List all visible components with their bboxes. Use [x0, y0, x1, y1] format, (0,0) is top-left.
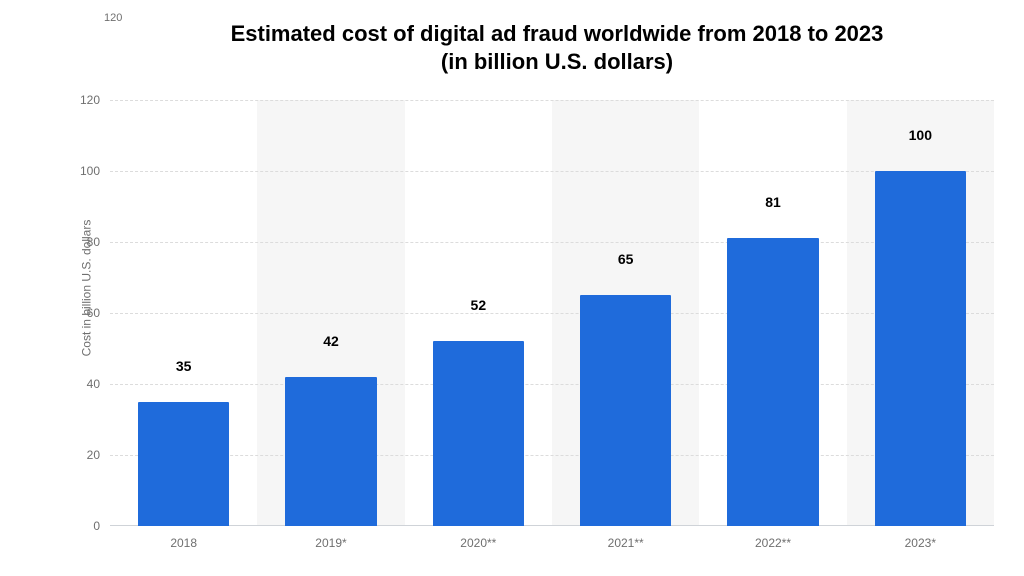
bar	[285, 377, 376, 526]
bar	[580, 295, 671, 526]
chart-title-line-0: Estimated cost of digital ad fraud world…	[130, 20, 984, 48]
y-tick-label: 120	[60, 93, 100, 107]
bar-value-label: 35	[110, 358, 257, 380]
chart-title-line-1: (in billion U.S. dollars)	[130, 48, 984, 76]
bar-slot: 812022**	[699, 100, 846, 526]
x-tick-label: 2022**	[699, 526, 846, 550]
y-tick-label: 0	[60, 519, 100, 533]
x-tick-label: 2023*	[847, 526, 994, 550]
bar	[138, 402, 229, 526]
bar-slot: 522020**	[405, 100, 552, 526]
bar-slot: 352018	[110, 100, 257, 526]
x-tick-label: 2020**	[405, 526, 552, 550]
bar-value-label: 81	[699, 194, 846, 216]
x-tick-label: 2019*	[257, 526, 404, 550]
x-tick-label: 2021**	[552, 526, 699, 550]
y-tick-label: 80	[60, 235, 100, 249]
chart-title: Estimated cost of digital ad fraud world…	[130, 20, 984, 75]
bar-slot: 1002023*	[847, 100, 994, 526]
x-tick-label: 2018	[110, 526, 257, 550]
bar-value-label: 100	[847, 127, 994, 149]
bar	[433, 341, 524, 526]
y-tick-label: 40	[60, 377, 100, 391]
y-tick-label: 60	[60, 306, 100, 320]
bar	[727, 238, 818, 526]
bar	[875, 171, 966, 526]
bar-slot: 652021**	[552, 100, 699, 526]
corner-label: 120	[104, 12, 122, 24]
y-tick-label: 20	[60, 448, 100, 462]
chart-container: 120 Estimated cost of digital ad fraud w…	[0, 0, 1024, 576]
bar-value-label: 65	[552, 251, 699, 273]
plot-area: 020406080100120352018422019*522020**6520…	[110, 100, 994, 526]
y-tick-label: 100	[60, 164, 100, 178]
bar-slot: 422019*	[257, 100, 404, 526]
bar-value-label: 52	[405, 297, 552, 319]
bar-value-label: 42	[257, 333, 404, 355]
